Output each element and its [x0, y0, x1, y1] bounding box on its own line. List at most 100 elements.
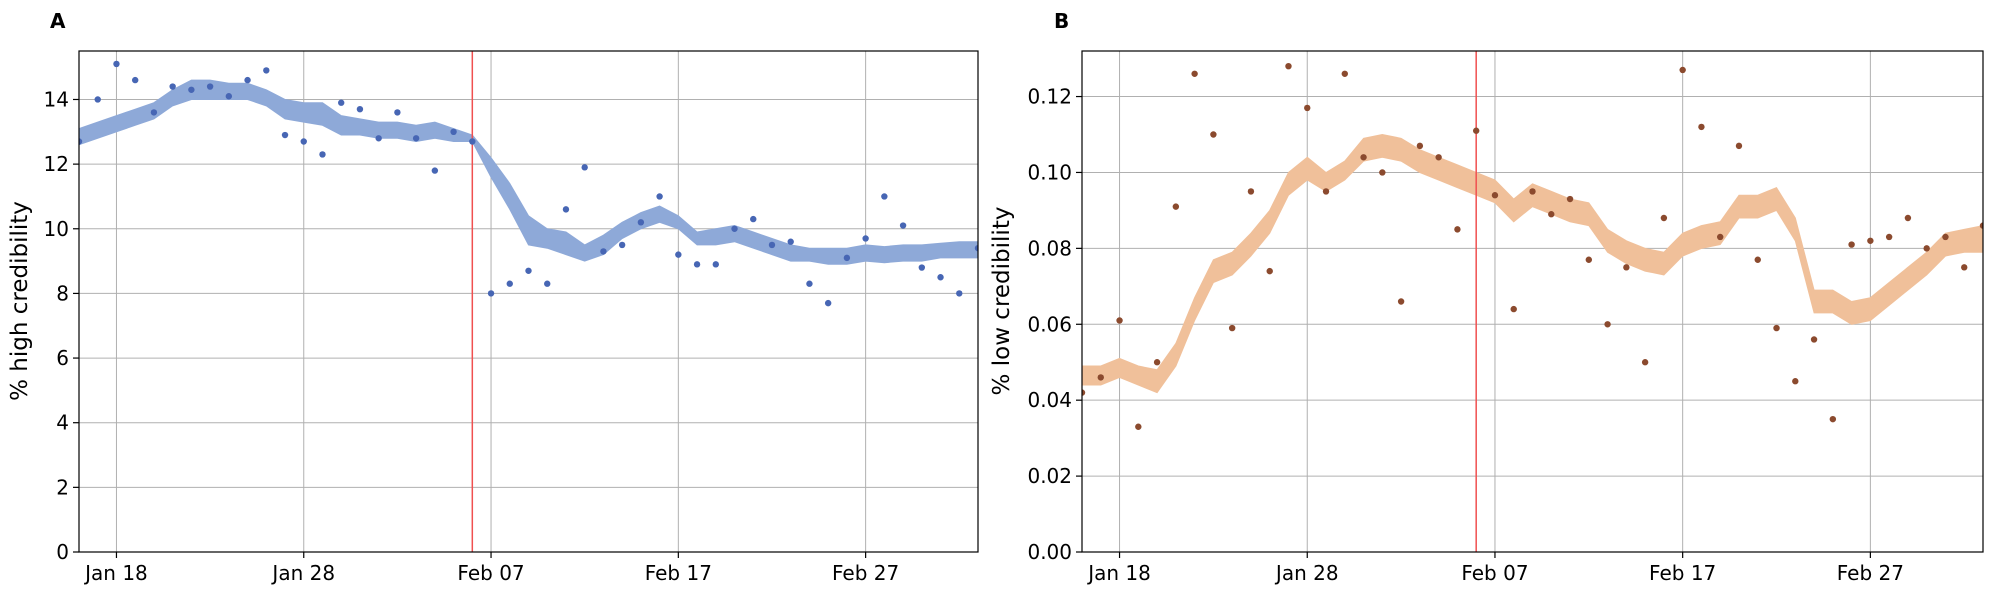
data-point: [899, 222, 907, 229]
data-point: [1942, 233, 1949, 241]
data-point: [1210, 131, 1217, 138]
data-point: [1961, 264, 1968, 271]
data-point: [1304, 104, 1311, 112]
data-point: [300, 138, 307, 145]
data-point: [1717, 233, 1724, 241]
y-tick-label: 12: [44, 152, 69, 176]
data-point: [1585, 256, 1593, 263]
confidence-band: [1082, 133, 1983, 394]
data-point: [1341, 70, 1348, 77]
y-tick-label: 0.06: [1027, 312, 1072, 336]
data-point: [113, 60, 120, 68]
y-axis-label: % low credibility: [989, 207, 1015, 396]
data-point: [1773, 324, 1780, 332]
data-point: [918, 264, 926, 271]
panel-label: B: [1054, 9, 1069, 33]
data-point: [581, 164, 588, 171]
y-tick-label: 10: [44, 217, 69, 241]
data-point: [712, 261, 719, 268]
data-point: [506, 280, 513, 287]
data-point: [637, 219, 645, 226]
panel-a: A % high credibility Jan 18 Jan 28 Feb 07 F…: [7, 9, 979, 585]
data-point: [1698, 123, 1705, 131]
data-point: [1904, 214, 1912, 222]
data-point: [768, 241, 776, 249]
data-point: [675, 251, 682, 258]
x-tick-label: Feb 27: [832, 561, 899, 585]
data-point: [1172, 203, 1180, 210]
data-point: [1153, 359, 1161, 366]
data-point: [375, 135, 382, 142]
data-point: [1848, 241, 1855, 248]
y-tick-label: 4: [56, 411, 69, 435]
axes-frame: [1081, 50, 1984, 553]
data-point: [693, 261, 701, 268]
data-point: [1472, 127, 1480, 134]
x-tick-label: Feb 17: [645, 561, 712, 585]
data-point: [1923, 245, 1930, 252]
data-point: [1416, 142, 1424, 150]
data-point: [1510, 305, 1517, 313]
x-tick-label: Jan 18: [83, 561, 148, 585]
y-tick-label: 8: [56, 281, 69, 305]
data-point: [656, 193, 663, 200]
data-point: [94, 96, 101, 103]
plot-area-b: Jan 18 Jan 28 Feb 07 Feb 17 Feb 27 0.00 0.02 0.…: [1027, 50, 1984, 585]
data-point: [1529, 188, 1536, 195]
data-point: [394, 109, 401, 116]
data-point: [1623, 264, 1630, 271]
data-point: [1604, 321, 1611, 328]
data-point: [544, 280, 551, 287]
data-point: [1116, 317, 1123, 324]
data-point: [1360, 154, 1367, 161]
x-tick-label: Jan 28: [270, 561, 335, 585]
data-point: [206, 83, 214, 90]
data-point: [1792, 378, 1799, 385]
data-point: [1454, 226, 1461, 233]
data-point: [562, 206, 570, 213]
data-point: [469, 138, 476, 145]
data-point: [1435, 154, 1442, 161]
data-point: [1641, 359, 1649, 366]
data-point: [1247, 188, 1255, 195]
data-point: [806, 280, 813, 287]
data-point: [263, 67, 270, 74]
data-point: [1754, 256, 1761, 263]
data-point: [843, 254, 851, 262]
panel-b: B % low credibility Jan 18 Jan 28 Feb 07 Fe…: [989, 9, 1984, 585]
data-point: [356, 105, 364, 113]
data-point: [1097, 374, 1104, 381]
data-point: [1228, 324, 1236, 332]
data-point: [79, 138, 83, 145]
data-point: [1135, 423, 1142, 430]
plot-area-a: Jan 18 Jan 28 Feb 07 Feb 17 Feb 27 0 2 4 6 8 10 12 1…: [44, 50, 979, 585]
data-point: [731, 225, 738, 232]
x-tick-label: Jan 18: [1086, 561, 1151, 585]
data-point: [319, 151, 326, 158]
data-point: [338, 99, 345, 106]
data-point: [750, 215, 757, 223]
data-point: [131, 76, 139, 84]
panel-label: A: [50, 9, 66, 33]
y-tick-label: 0.08: [1027, 236, 1072, 260]
data-point: [1379, 169, 1386, 176]
axes-frame: [78, 50, 979, 553]
data-point: [431, 167, 439, 174]
data-point: [1397, 298, 1405, 305]
data-point: [1491, 192, 1499, 199]
x-tick-label: Feb 07: [457, 561, 524, 585]
data-point: [281, 131, 289, 139]
y-tick-label: 0.00: [1027, 540, 1072, 564]
data-point: [1679, 66, 1686, 74]
data-point: [937, 274, 944, 281]
y-axis-label: % high credibility: [7, 201, 33, 401]
data-point: [1660, 214, 1668, 222]
y-tick-label: 2: [56, 475, 69, 499]
x-tick-label: Jan 28: [1274, 561, 1339, 585]
y-tick-label: 0.02: [1027, 464, 1072, 488]
y-tick-label: 6: [56, 346, 69, 370]
y-tick-label: 14: [44, 87, 69, 111]
data-point: [787, 238, 794, 245]
